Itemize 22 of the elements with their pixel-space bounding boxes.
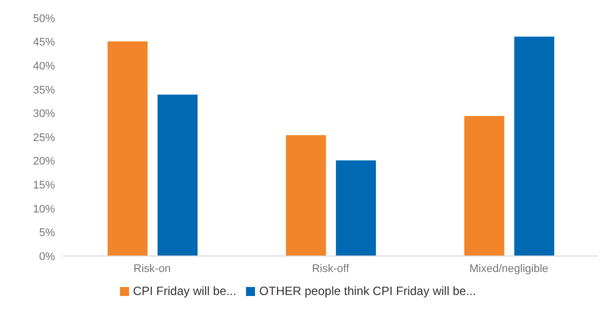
bar [108, 41, 148, 256]
legend-label: CPI Friday will be... [132, 284, 236, 298]
y-tick-label: 50% [32, 12, 56, 25]
y-tick-label: 15% [32, 180, 56, 192]
x-tick-label: Mixed/negligible [469, 262, 548, 275]
y-tick-label: 10% [32, 203, 56, 216]
bar [158, 94, 198, 256]
y-tick-label: 35% [32, 84, 56, 96]
y-tick-label: 25% [32, 132, 56, 144]
y-tick-label: 30% [32, 108, 56, 120]
bar [286, 135, 326, 256]
y-tick-label: 0% [39, 250, 56, 263]
y-tick-label: 45% [32, 36, 56, 49]
bar [464, 116, 504, 256]
y-tick-label: 40% [32, 60, 56, 73]
x-tick-label: Risk-off [312, 262, 350, 275]
x-tick-label: Risk-on [134, 262, 171, 275]
y-tick-label: 5% [39, 227, 56, 240]
y-tick-label: 20% [32, 156, 56, 168]
bar [514, 36, 554, 256]
bar [336, 160, 376, 256]
legend-label: OTHER people think CPI Friday will be... [259, 284, 476, 298]
